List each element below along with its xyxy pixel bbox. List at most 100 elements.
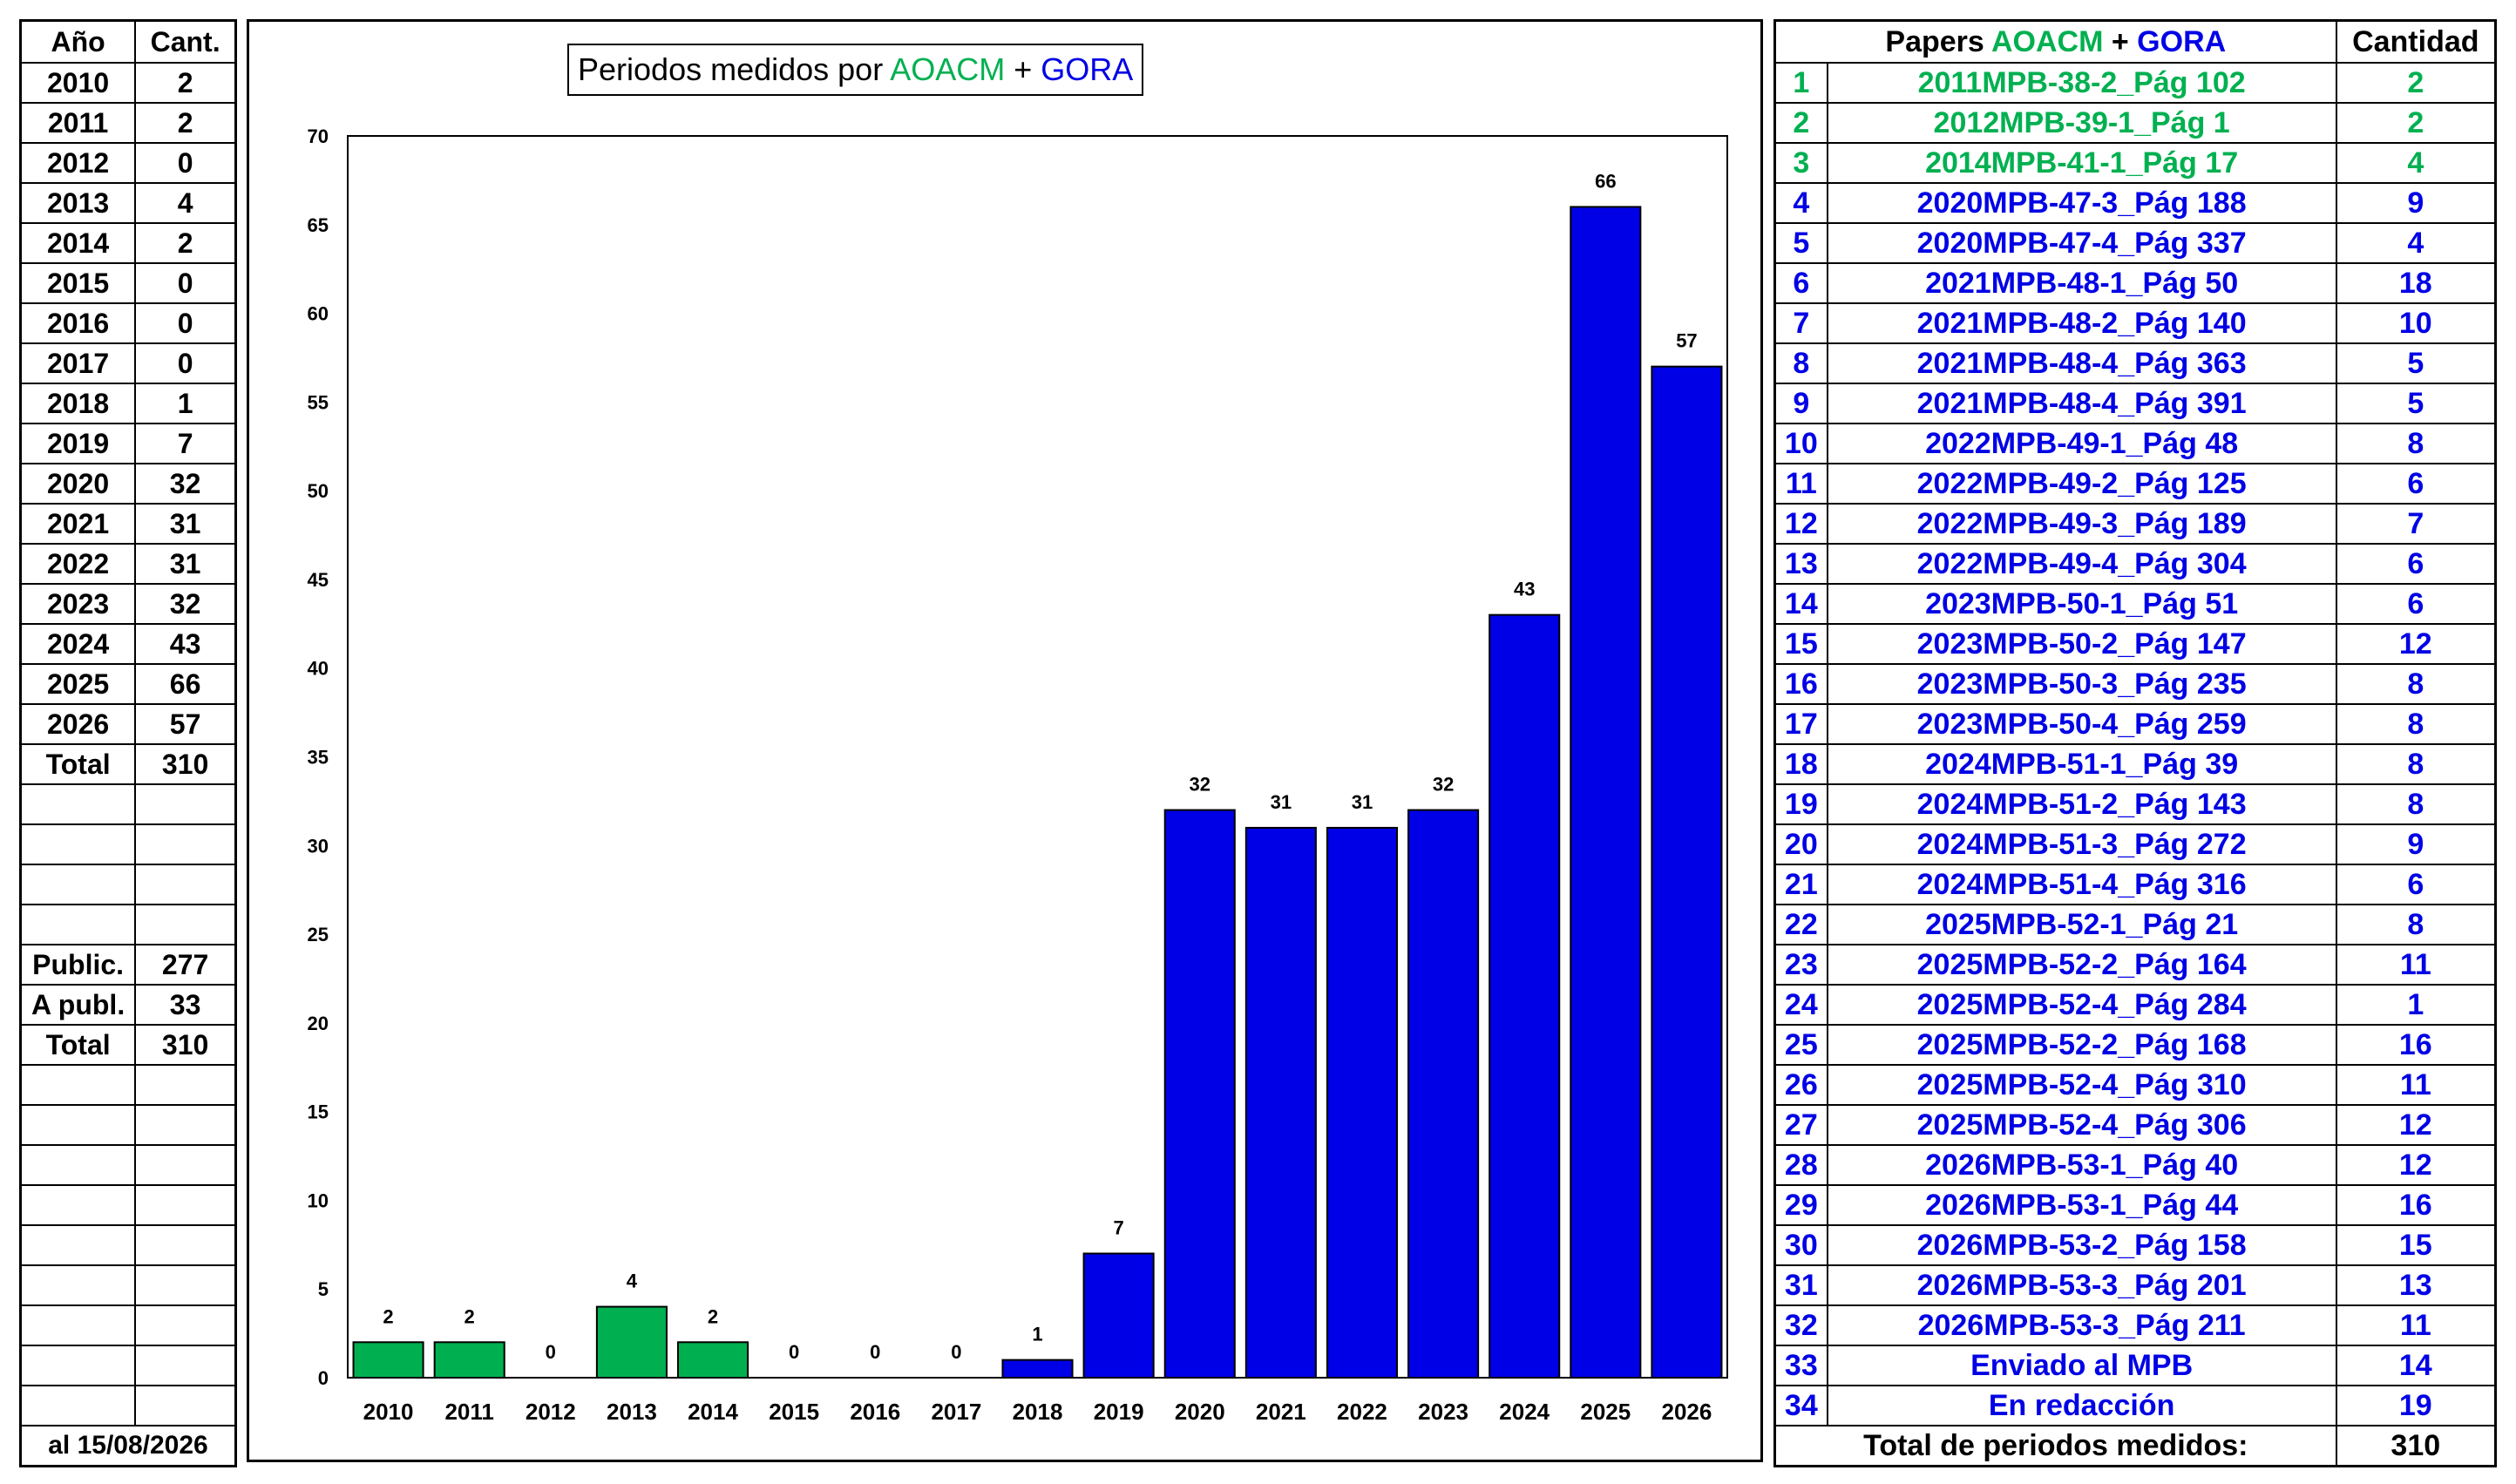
table-row: 12 2022MPB-49-3_Pág 189 7: [1773, 503, 2497, 545]
x-tick-label: 2015: [769, 1399, 819, 1425]
row-number: 9: [1773, 383, 1828, 424]
cell-value: 31: [134, 543, 237, 585]
empty-row: [19, 1304, 237, 1346]
paper-name: 2024MPB-51-4_Pág 316: [1826, 864, 2337, 905]
x-tick-label: 2018: [1013, 1399, 1063, 1425]
table-row: 20 2024MPB-51-3_Pág 272 9: [1773, 823, 2497, 865]
data-label: 31: [1271, 791, 1292, 813]
empty-cell: [19, 1104, 137, 1146]
chart-title-aoacm: AOACM: [890, 51, 1006, 87]
cell-label: 2014: [19, 222, 137, 264]
x-tick-label: 2011: [444, 1399, 493, 1425]
total-row: Total 310: [19, 1024, 237, 1066]
empty-cell: [134, 1345, 237, 1386]
paper-quantity: 12: [2335, 1104, 2497, 1146]
paper-name: 2020MPB-47-3_Pág 188: [1826, 182, 2337, 224]
table-row: 2023 32: [19, 583, 237, 625]
y-tick-label: 25: [308, 924, 329, 945]
cell-value: 0: [134, 302, 237, 344]
paper-quantity: 15: [2335, 1224, 2497, 1266]
paper-quantity: 5: [2335, 383, 2497, 424]
cell-value: 43: [134, 623, 237, 665]
data-label: 66: [1595, 170, 1616, 192]
paper-name: 2026MPB-53-1_Pág 40: [1826, 1144, 2337, 1186]
x-tick-label: 2013: [607, 1399, 657, 1425]
paper-name: 2026MPB-53-3_Pág 211: [1826, 1304, 2337, 1346]
bar-2020: [1163, 809, 1236, 1379]
table-row: 4 2020MPB-47-3_Pág 188 9: [1773, 182, 2497, 224]
empty-row: [19, 1345, 237, 1386]
paper-name: Enviado al MPB: [1826, 1345, 2337, 1386]
row-number: 31: [1773, 1264, 1828, 1306]
row-number: 15: [1773, 623, 1828, 665]
paper-quantity: 8: [2335, 663, 2497, 705]
bar-2010: [352, 1341, 424, 1379]
empty-cell: [134, 1064, 237, 1106]
row-number: 1: [1773, 62, 1828, 104]
table-row: 21 2024MPB-51-4_Pág 316 6: [1773, 864, 2497, 905]
cell-value: 1: [134, 383, 237, 424]
empty-cell: [134, 783, 237, 825]
table-row: 17 2023MPB-50-4_Pág 259 8: [1773, 703, 2497, 745]
x-tick-label: 2026: [1662, 1399, 1712, 1425]
paper-quantity: 1: [2335, 984, 2497, 1026]
y-tick-label: 0: [318, 1367, 329, 1389]
cell-value: 2: [134, 62, 237, 104]
x-tick-label: 2024: [1499, 1399, 1550, 1425]
cell-value: 32: [134, 463, 237, 505]
paper-quantity: 12: [2335, 1144, 2497, 1186]
cell-value: 66: [134, 663, 237, 705]
bar-2022: [1326, 826, 1399, 1379]
empty-cell: [19, 1064, 137, 1106]
empty-cell: [19, 1385, 137, 1426]
paper-name: 2024MPB-51-1_Pág 39: [1826, 743, 2337, 785]
table-row: 10 2022MPB-49-1_Pág 48 8: [1773, 423, 2497, 464]
y-tick-label: 60: [308, 303, 329, 325]
empty-cell: [134, 823, 237, 865]
row-number: 32: [1773, 1304, 1828, 1346]
data-label: 0: [546, 1341, 556, 1363]
cell-value: 2: [134, 222, 237, 264]
empty-cell: [134, 904, 237, 945]
table-row: 6 2021MPB-48-1_Pág 50 18: [1773, 262, 2497, 304]
paper-name: 2022MPB-49-4_Pág 304: [1826, 543, 2337, 585]
empty-row: [19, 1385, 237, 1426]
x-tick-label: 2010: [363, 1399, 414, 1425]
paper-quantity: 8: [2335, 423, 2497, 464]
x-tick-label: 2014: [688, 1399, 738, 1425]
y-tick-label: 55: [308, 391, 329, 413]
papers-header-plus: +: [2103, 25, 2138, 58]
data-label: 43: [1514, 579, 1535, 600]
data-label: 1: [1032, 1324, 1042, 1345]
data-label: 32: [1189, 774, 1210, 796]
date-footer: al 15/08/2026: [19, 1425, 237, 1467]
papers-header-gora: GORA: [2137, 25, 2227, 58]
paper-quantity: 18: [2335, 262, 2497, 304]
table-row: 8 2021MPB-48-4_Pág 363 5: [1773, 342, 2497, 384]
bar-2013: [595, 1305, 668, 1379]
empty-cell: [19, 904, 137, 945]
data-label: 57: [1676, 330, 1697, 352]
empty-row: [19, 864, 237, 905]
row-number: 19: [1773, 783, 1828, 825]
paper-quantity: 2: [2335, 102, 2497, 144]
table-row: 30 2026MPB-53-2_Pág 158 15: [1773, 1224, 2497, 1266]
empty-row: [19, 783, 237, 825]
data-label: 2: [383, 1305, 393, 1327]
paper-name: 2026MPB-53-3_Pág 201: [1826, 1264, 2337, 1306]
empty-row: [19, 904, 237, 945]
x-tick-label: 2021: [1256, 1399, 1306, 1425]
cell-label: Total: [19, 1024, 137, 1066]
row-number: 10: [1773, 423, 1828, 464]
total-label: Total de periodos medidos:: [1773, 1425, 2337, 1467]
x-tick-label: 2022: [1337, 1399, 1387, 1425]
left-table-header: Año Cant.: [19, 19, 237, 64]
data-label: 32: [1433, 774, 1454, 796]
table-row: 2012 0: [19, 142, 237, 184]
cell-value: 2: [134, 102, 237, 144]
paper-quantity: 6: [2335, 864, 2497, 905]
y-tick-label: 35: [308, 747, 329, 769]
x-tick-label: 2017: [931, 1399, 981, 1425]
table-row: 11 2022MPB-49-2_Pág 125 6: [1773, 463, 2497, 505]
quantity-header: Cantidad: [2335, 19, 2497, 64]
